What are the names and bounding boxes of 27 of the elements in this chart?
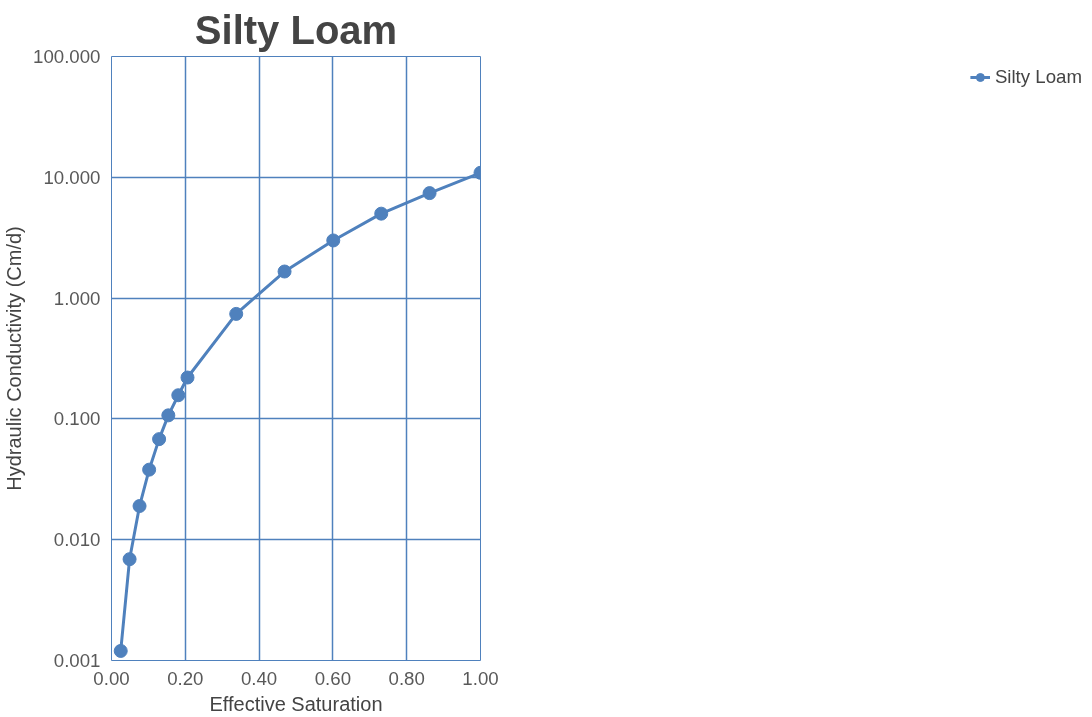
x-axis-title: Effective Saturation bbox=[209, 692, 383, 715]
chart-title: Silty Loam bbox=[194, 7, 398, 52]
legend-label: Silty Loam bbox=[994, 66, 1082, 88]
point bbox=[161, 408, 176, 423]
point bbox=[152, 432, 167, 447]
y-axis-title: Hydraulic Conductivity (Cm/d) bbox=[3, 226, 26, 491]
point bbox=[277, 264, 292, 279]
x-tick-label: 0.80 bbox=[388, 667, 425, 689]
point bbox=[122, 552, 137, 567]
y-tick-label: 1.000 bbox=[53, 287, 101, 309]
point bbox=[229, 306, 244, 321]
x-tick-label: 0.20 bbox=[167, 667, 204, 689]
y-tick-label: 100.000 bbox=[33, 46, 101, 67]
point bbox=[374, 206, 389, 221]
point bbox=[422, 186, 437, 201]
y-tick-label: 0.010 bbox=[53, 529, 101, 551]
y-tick-label: 0.100 bbox=[53, 408, 101, 430]
point bbox=[326, 233, 341, 248]
y-tick-label: 10.000 bbox=[43, 166, 101, 188]
point bbox=[180, 370, 195, 385]
x-tick-label: 0.40 bbox=[240, 667, 278, 689]
point bbox=[142, 462, 157, 477]
point bbox=[171, 388, 186, 403]
point bbox=[113, 643, 128, 658]
x-tick-label: 1.00 bbox=[462, 667, 499, 689]
x-tick-label: 0.60 bbox=[314, 667, 352, 689]
point bbox=[132, 499, 147, 514]
